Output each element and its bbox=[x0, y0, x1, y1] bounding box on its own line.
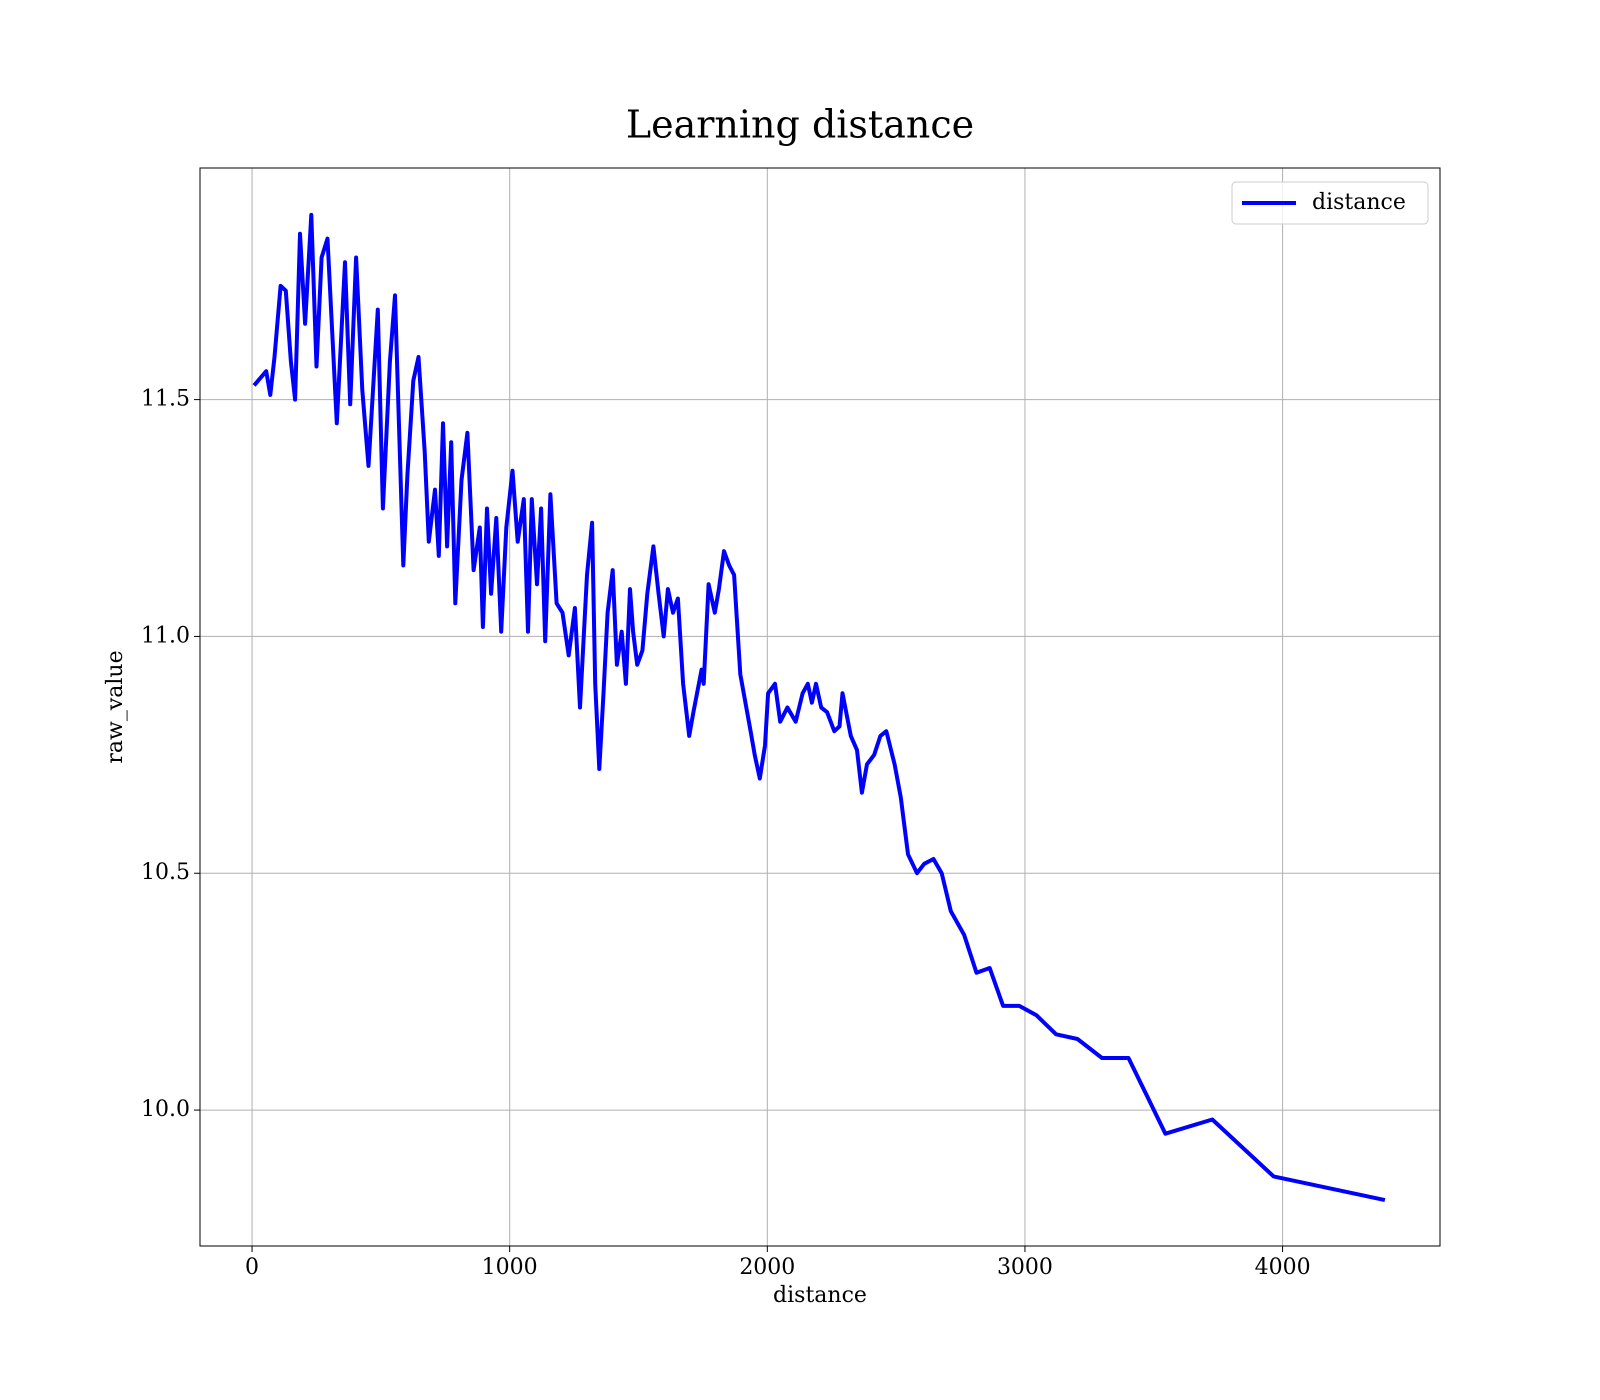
x-tick-label: 2000 bbox=[739, 1255, 795, 1280]
y-tick-label: 11.0 bbox=[141, 623, 190, 648]
data-line bbox=[252, 212, 1386, 1203]
x-tick-label: 3000 bbox=[997, 1255, 1053, 1280]
y-tick-label: 10.0 bbox=[141, 1097, 190, 1122]
x-tick-label: 0 bbox=[245, 1255, 259, 1280]
chart-title: Learning distance bbox=[626, 103, 974, 147]
y-axis-label: raw_value bbox=[103, 650, 128, 763]
y-tick-label: 10.5 bbox=[141, 860, 190, 885]
y-tick-label: 11.5 bbox=[141, 387, 190, 412]
x-tick-label: 1000 bbox=[482, 1255, 538, 1280]
x-tick-label: 4000 bbox=[1255, 1255, 1311, 1280]
plot-frame bbox=[199, 167, 1441, 1247]
legend-box bbox=[1231, 181, 1429, 225]
legend-label: distance bbox=[1312, 190, 1406, 215]
x-axis-label: distance bbox=[773, 1283, 867, 1308]
